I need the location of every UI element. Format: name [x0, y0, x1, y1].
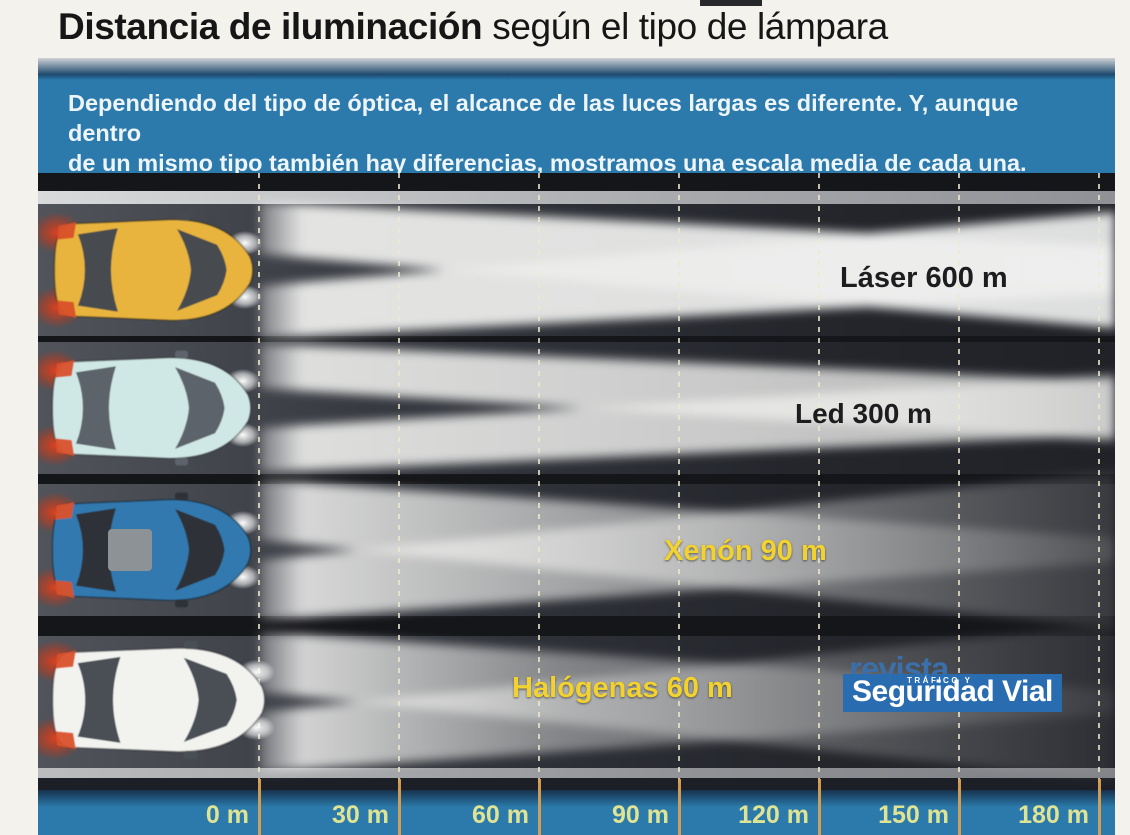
distance-gridlines [258, 173, 1100, 790]
scale-label-30m: 30 m [332, 801, 389, 829]
scale-tick-30m [398, 779, 401, 835]
scale-tick-0m [258, 779, 261, 835]
infographic-panel: Dependiendo del tipo de óptica, el alcan… [38, 58, 1115, 835]
scale-tick-90m [678, 779, 681, 835]
scale-label-0m: 0 m [205, 801, 249, 829]
scale-label-150m: 150 m [878, 801, 949, 829]
scale-tick-180m [1098, 779, 1101, 835]
top-edge-artifact [700, 0, 762, 6]
label-laser: Láser 600 m [840, 262, 1008, 294]
scale-label-60m: 60 m [472, 801, 529, 829]
subtitle-line-1: Dependiendo del tipo de óptica, el alcan… [68, 90, 1019, 146]
beam-halogen [260, 624, 1115, 780]
subtitle: Dependiendo del tipo de óptica, el alcan… [68, 88, 1088, 178]
label-led: Led 300 m [795, 398, 932, 429]
scale-label-120m: 120 m [738, 801, 809, 829]
beam-led [260, 344, 1115, 472]
logo-name: Seguridad Vial [852, 675, 1053, 708]
car-xenon-sunroof [108, 529, 152, 571]
page-title: Distancia de iluminación según el tipo de… [58, 6, 1118, 48]
road-graphic [38, 173, 1115, 790]
scale-label-180m: 180 m [1018, 801, 1089, 829]
logo-seguridad-vial: revista TRÁFICO Y Seguridad Vial [843, 652, 1095, 712]
scale-tick-60m [538, 779, 541, 835]
label-halogen: Halógenas 60 m [512, 672, 733, 704]
page-title-bold: Distancia de iluminación [58, 6, 483, 47]
page-title-regular: según el tipo de lámpara [492, 6, 888, 47]
label-xenon: Xenón 90 m [664, 535, 827, 567]
scale-tick-150m [958, 779, 961, 835]
road-edge-line-bottom [38, 768, 1115, 778]
logo-box: TRÁFICO Y Seguridad Vial [843, 674, 1062, 712]
car-xenon [38, 492, 260, 609]
distance-scale-bar [38, 790, 1115, 835]
beam-laser [260, 202, 1115, 338]
road-edge-line-top [38, 191, 1115, 204]
scale-label-90m: 90 m [612, 801, 669, 829]
logo-tagline: TRÁFICO Y [907, 676, 973, 685]
scale-tick-120m [818, 779, 821, 835]
subtitle-line-2: de un mismo tipo también hay diferencias… [68, 150, 1027, 176]
panel-top-fade [38, 58, 1115, 80]
beam-xenon [260, 472, 1115, 628]
